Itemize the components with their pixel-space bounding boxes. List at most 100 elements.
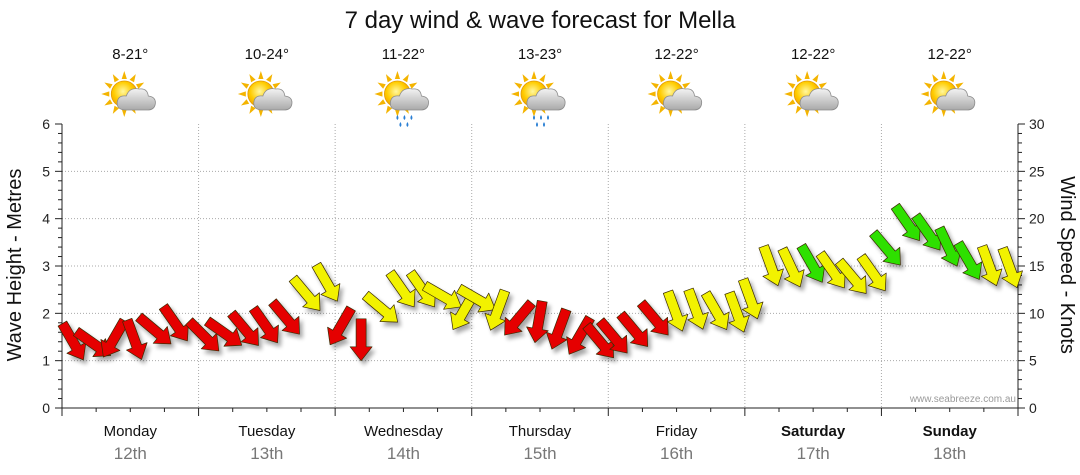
wind-arrow-shape bbox=[57, 320, 87, 361]
wind-arrow bbox=[662, 289, 689, 332]
temperature-label: 10-24° bbox=[245, 46, 289, 63]
wind-arrow bbox=[738, 277, 764, 320]
wind-arrow-shape bbox=[327, 305, 356, 346]
sun-ray bbox=[941, 109, 947, 117]
day-date-label: 14th bbox=[387, 444, 420, 463]
rain-drop bbox=[543, 122, 545, 127]
temperature-label: 11-22° bbox=[382, 46, 425, 63]
wind-arrow bbox=[724, 290, 750, 333]
sun-ray bbox=[955, 82, 964, 89]
sun-ray bbox=[394, 109, 401, 117]
sun-ray bbox=[923, 99, 933, 106]
sun-ray bbox=[659, 105, 666, 114]
wind-arrow-shape bbox=[268, 298, 300, 335]
wind-arrow bbox=[268, 298, 300, 335]
wind-arrow bbox=[796, 243, 826, 283]
rain-drop bbox=[396, 115, 399, 120]
cloud-shape bbox=[799, 88, 839, 111]
temperature-label: 12-22° bbox=[928, 46, 972, 63]
wind-arrow-shape bbox=[456, 283, 496, 313]
wind-arrow bbox=[856, 253, 887, 292]
sun-ray bbox=[394, 71, 401, 79]
wind-arrow-shape bbox=[227, 309, 259, 346]
wind-arrow-shape bbox=[662, 289, 689, 332]
sun-ray bbox=[240, 99, 250, 106]
wind-arrow-shape bbox=[484, 288, 510, 331]
wind-arrow-shape bbox=[758, 244, 784, 287]
wind-arrow-shape bbox=[977, 244, 1003, 287]
wind-arrow bbox=[616, 310, 649, 347]
wind-arrow bbox=[100, 317, 130, 358]
rain-drop bbox=[533, 115, 535, 120]
sun-ray bbox=[948, 74, 956, 83]
day-name-label: Sunday bbox=[923, 423, 978, 440]
sun-ray bbox=[784, 91, 793, 97]
sun-ray bbox=[258, 109, 264, 117]
wind-arrow-shape bbox=[311, 261, 341, 302]
temperature-label: 8-21° bbox=[112, 46, 148, 63]
cloud-shape bbox=[253, 88, 293, 111]
partly-cloudy-icon bbox=[237, 71, 293, 117]
sun-ray bbox=[650, 82, 659, 89]
sun-ray bbox=[932, 105, 939, 114]
right-tick-label: 0 bbox=[1029, 400, 1037, 416]
left-tick-label: 4 bbox=[42, 211, 50, 227]
sun-ray bbox=[787, 82, 796, 89]
wind-arrow bbox=[249, 305, 279, 344]
left-tick-label: 5 bbox=[42, 163, 50, 179]
wind-arrow-shape bbox=[158, 303, 189, 342]
sun-ray bbox=[112, 105, 120, 114]
sun-ray bbox=[258, 71, 264, 79]
day-name-label: Monday bbox=[104, 423, 158, 440]
chart-title: 7 day wind & wave forecast for Mella bbox=[345, 7, 736, 34]
sun-ray bbox=[675, 74, 683, 83]
sun-ray bbox=[682, 82, 691, 89]
wind-arrow-shape bbox=[616, 310, 649, 347]
sun-ray bbox=[539, 74, 546, 83]
wind-arrow-shape bbox=[204, 316, 243, 347]
sun-ray bbox=[923, 82, 933, 89]
showers-icon bbox=[511, 71, 566, 127]
partly-cloudy-icon bbox=[647, 71, 703, 117]
sun-ray bbox=[941, 71, 947, 79]
sun-ray bbox=[531, 71, 537, 79]
wind-arrow-shape bbox=[135, 312, 172, 345]
wind-arrow-shape bbox=[122, 318, 148, 360]
sun-ray bbox=[545, 82, 554, 89]
rain-drop bbox=[399, 122, 402, 127]
showers-icon bbox=[374, 71, 429, 127]
sun-ray bbox=[104, 82, 113, 89]
wind-arrow bbox=[504, 299, 536, 336]
wind-arrow bbox=[185, 317, 220, 352]
wind-arrow-shape bbox=[738, 277, 764, 320]
sun-ray bbox=[385, 105, 393, 114]
wind-arrow bbox=[122, 318, 148, 360]
wind-arrow-shape bbox=[361, 290, 399, 323]
wind-arrow-shape bbox=[596, 317, 628, 354]
cloud-shape bbox=[936, 88, 976, 111]
wind-arrow-shape bbox=[997, 246, 1023, 288]
wind-arrow bbox=[869, 229, 901, 266]
wind-arrow-shape bbox=[421, 281, 462, 310]
sun-ray bbox=[531, 109, 537, 117]
sun-ray bbox=[377, 82, 386, 89]
sun-ray bbox=[514, 82, 523, 89]
wind-arrow-shape bbox=[526, 300, 549, 343]
wind-arrow-shape bbox=[724, 290, 750, 333]
wind-arrow bbox=[835, 257, 867, 294]
wind-arrow bbox=[953, 240, 983, 280]
wind-arrow bbox=[349, 318, 373, 362]
day-name-label: Friday bbox=[656, 423, 698, 440]
sun-ray bbox=[511, 91, 519, 97]
y-axis-label-left: Wave Height - Metres bbox=[4, 169, 26, 362]
wind-arrow bbox=[683, 287, 709, 330]
sun-ray bbox=[522, 74, 529, 83]
wind-arrow bbox=[135, 312, 172, 345]
wind-arrow-shape bbox=[683, 287, 709, 330]
day-name-label: Tuesday bbox=[238, 423, 295, 440]
sun-ray bbox=[647, 91, 656, 97]
cloud-shape bbox=[663, 88, 703, 111]
day-labels: Monday 12th Tuesday 13th Wednesday 14th Thursd… bbox=[61, 408, 1019, 463]
wind-arrow-shape bbox=[582, 322, 614, 359]
